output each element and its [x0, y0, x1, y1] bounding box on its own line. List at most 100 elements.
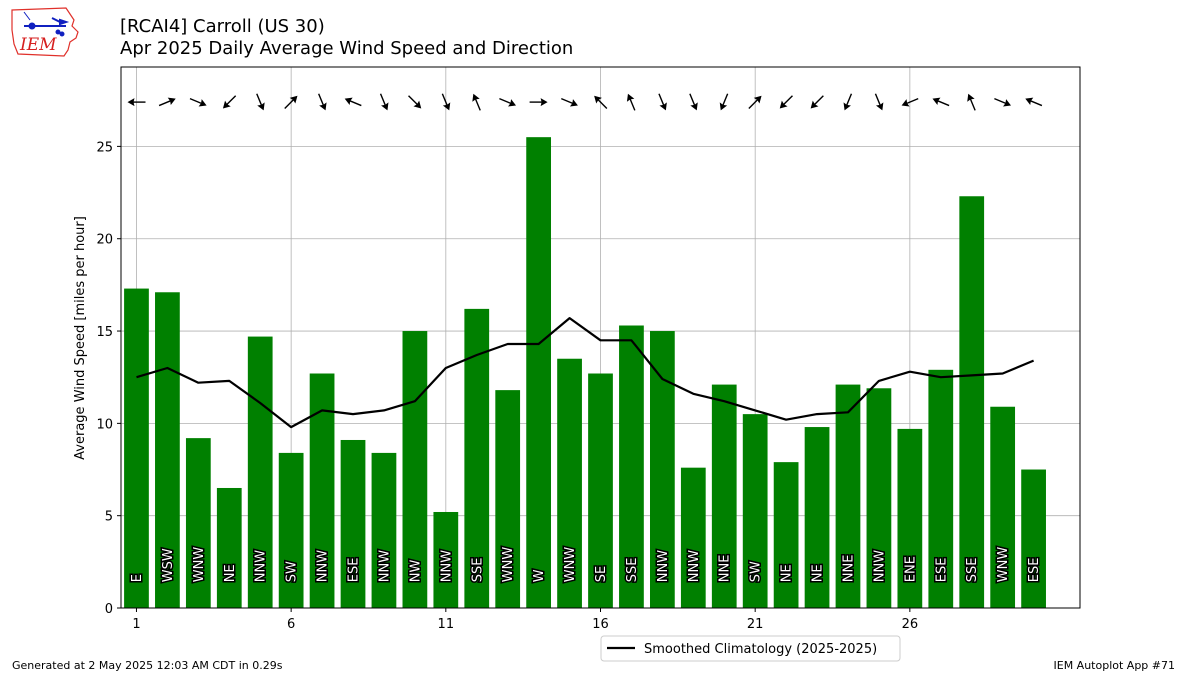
wind-arrow-head — [198, 99, 207, 107]
legend-label-climatology: Smoothed Climatology (2025-2025) — [644, 642, 877, 657]
generated-timestamp: Generated at 2 May 2025 12:03 AM CDT in … — [12, 659, 283, 672]
direction-label-day-4: NE — [223, 564, 238, 582]
wind-arrow-head — [967, 93, 975, 102]
bar-day-24 — [835, 384, 861, 608]
wind-arrow-shaft — [158, 99, 172, 107]
wind-arrow-shaft — [349, 99, 362, 107]
wind-arrow-shaft — [969, 98, 976, 111]
bar-day-8 — [340, 439, 366, 608]
wind-arrow-icon — [748, 95, 762, 109]
bar-day-13 — [495, 390, 521, 608]
bar-day-17 — [619, 325, 644, 608]
wind-arrow-head — [257, 102, 265, 111]
wind-arrow-icon — [158, 97, 176, 107]
wind-arrow-icon — [529, 98, 548, 107]
bar-day-19 — [680, 467, 706, 608]
wind-arrow-shaft — [936, 99, 950, 107]
wind-arrow-icon — [472, 93, 481, 111]
direction-label-day-9: NNW — [378, 550, 393, 582]
iem-logo: IEM — [8, 4, 82, 60]
direction-label-day-30: ESE — [1027, 558, 1042, 583]
bar-day-5 — [247, 336, 273, 608]
bar-day-26 — [897, 428, 923, 608]
wind-arrow-shaft — [1029, 99, 1043, 107]
direction-label-day-8: ESE — [347, 558, 362, 583]
wind-arrow-icon — [626, 93, 636, 111]
wind-arrow-icon — [594, 95, 608, 109]
wind-arrow-shaft — [629, 98, 636, 111]
direction-label-day-27: ESE — [934, 558, 949, 583]
wind-arrow-shaft — [499, 98, 512, 105]
direction-label-day-12: SSE — [470, 557, 485, 582]
direction-label-day-21: SW — [749, 561, 764, 582]
y-tick-label: 20 — [96, 233, 113, 248]
wind-arrow-head — [626, 93, 635, 102]
chart-title-block: [RCAI4] Carroll (US 30) Apr 2025 Daily A… — [120, 16, 573, 60]
bar-day-16 — [588, 373, 613, 608]
x-tick-label: 26 — [902, 617, 919, 632]
direction-label-day-19: NNW — [687, 550, 702, 582]
wind-arrow-icon — [408, 95, 422, 109]
app-label: IEM Autoplot App #71 — [1053, 659, 1176, 672]
wind-arrow-head — [319, 102, 327, 111]
direction-label-day-18: NNW — [656, 550, 671, 582]
direction-label-day-25: NNW — [872, 550, 887, 582]
wind-arrow-icon — [932, 97, 950, 107]
direction-label-day-10: NW — [408, 559, 423, 582]
wind-arrow-head — [843, 102, 851, 111]
direction-label-day-7: NNW — [316, 550, 331, 582]
wind-arrow-shaft — [408, 95, 419, 106]
wind-arrow-shaft — [845, 93, 853, 107]
direction-label-day-29: WNW — [996, 547, 1011, 583]
bar-day-15 — [557, 358, 582, 608]
chart-title: [RCAI4] Carroll (US 30) — [120, 16, 325, 37]
bar-day-2 — [155, 292, 180, 608]
bar-day-14 — [526, 137, 552, 608]
bar-day-4 — [216, 487, 242, 608]
bar-day-29 — [990, 406, 1016, 608]
wind-arrow-shaft — [189, 98, 203, 105]
direction-label-day-28: SSE — [965, 557, 980, 582]
x-tick-label: 1 — [132, 617, 140, 632]
wind-arrow-head — [810, 100, 819, 109]
y-tick-label: 0 — [105, 602, 113, 617]
y-axis-title: Average Wind Speed [miles per hour] — [73, 216, 88, 460]
wind-arrow-icon — [561, 98, 578, 107]
wind-arrow-head — [932, 97, 941, 106]
bar-day-22 — [773, 462, 799, 608]
bar-day-28 — [959, 196, 985, 608]
wind-arrow-shaft — [689, 93, 696, 107]
wind-arrow-icon — [499, 98, 517, 107]
wind-arrow-head — [289, 95, 298, 104]
chart-subtitle: Apr 2025 Daily Average Wind Speed and Di… — [120, 38, 574, 59]
wind-arrow-shaft — [225, 95, 237, 106]
wind-arrow-head — [413, 100, 422, 109]
wind-arrow-icon — [284, 95, 298, 109]
bar-day-10 — [402, 331, 428, 608]
wind-arrow-head — [508, 99, 517, 107]
wind-arrow-shaft — [474, 98, 481, 111]
wind-arrow-shaft — [722, 93, 729, 107]
direction-label-day-14: W — [532, 569, 547, 582]
wind-arrow-shaft — [561, 98, 574, 105]
wind-arrow-head — [659, 102, 667, 111]
climatology-layer — [136, 317, 1035, 429]
wind-arrow-icon — [719, 93, 729, 111]
wind-arrow-icon — [318, 93, 327, 111]
wind-arrow-icon — [222, 95, 237, 109]
x-tick-label: 11 — [438, 617, 455, 632]
bar-day-6 — [278, 452, 304, 608]
wind-arrow-shaft — [379, 93, 387, 107]
bar-layer — [124, 137, 1046, 608]
wind-arrow-head — [222, 100, 231, 109]
wind-arrow-head — [540, 98, 548, 107]
wind-arrow-shaft — [782, 95, 793, 106]
x-tick-label: 16 — [592, 617, 609, 632]
wind-arrow-shaft — [748, 98, 759, 109]
wind-arrow-head — [901, 99, 910, 107]
wind-arrow-shaft — [874, 93, 882, 107]
wind-arrow-head — [1003, 99, 1012, 107]
direction-label-day-2: WSW — [161, 548, 176, 582]
